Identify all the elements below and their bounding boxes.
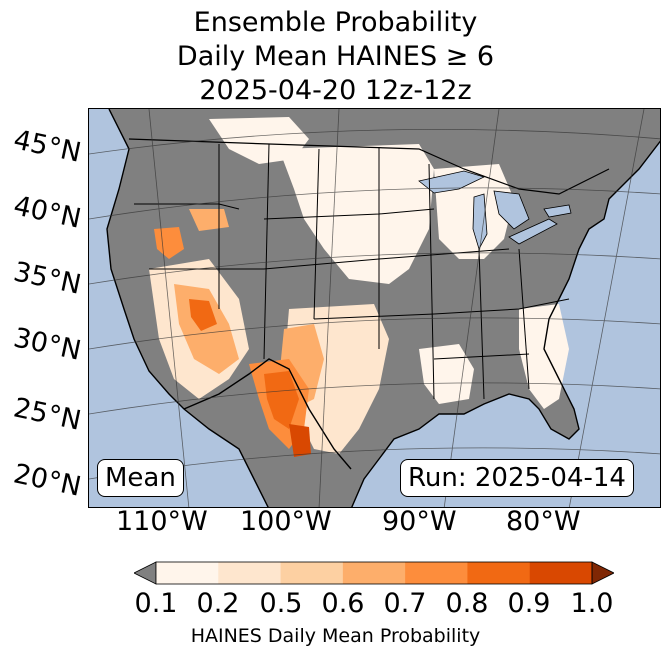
title-line-1: Ensemble Probability <box>193 7 478 38</box>
lat-label-40: 40°N <box>10 190 84 235</box>
gulf-coast <box>351 140 660 507</box>
lake-ontario <box>543 204 572 218</box>
colorbar-bin <box>467 562 531 584</box>
lon-label-80: 80°W <box>506 506 581 537</box>
state-boundaries <box>134 143 570 400</box>
lat-label-35: 35°N <box>10 256 84 301</box>
lat-label-20: 20°N <box>10 458 84 503</box>
lon-label-90: 90°W <box>382 506 457 537</box>
lat-label-25: 25°N <box>10 392 84 437</box>
colorbar-bin <box>218 562 282 584</box>
run-date-label: Run: 2025-04-14 <box>400 459 634 497</box>
title-line-3: 2025-04-20 12z-12z <box>199 75 472 106</box>
map-canvas <box>89 109 660 507</box>
lat-label-30: 30°N <box>10 322 84 367</box>
colorbar-bin <box>156 562 219 584</box>
colorbar-bins <box>156 562 593 584</box>
prob-region-north <box>209 117 309 164</box>
prob-region-chihuahua <box>264 371 299 429</box>
colorbar-label: HAINES Daily Mean Probability <box>190 625 481 647</box>
colorbar-tick: 0.5 <box>259 588 303 619</box>
colorbar-tick: 0.8 <box>445 588 489 619</box>
colorbar-bin <box>405 562 468 584</box>
probability-map <box>88 108 661 508</box>
lake-erie <box>508 218 558 245</box>
colorbar-bin <box>342 562 406 584</box>
colorbar-under-arrow <box>134 561 157 585</box>
colorbar-over-arrow <box>591 561 614 585</box>
prob-region-coahuila <box>289 424 311 457</box>
colorbar-bin <box>280 562 344 584</box>
lake-michigan <box>472 193 488 251</box>
lon-label-110: 110°W <box>116 506 208 537</box>
mean-label: Mean <box>97 459 184 497</box>
colorbar-tick: 0.1 <box>134 588 178 619</box>
colorbar-bin <box>529 562 593 584</box>
prob-region-sonora <box>189 299 217 331</box>
colorbar-tick: 0.9 <box>507 588 551 619</box>
lake-superior <box>418 170 486 194</box>
lake-huron <box>493 190 530 230</box>
lat-label-45: 45°N <box>10 124 84 169</box>
us-mexico-border <box>183 358 352 470</box>
colorbar-tick: 0.7 <box>383 588 427 619</box>
prob-region-east <box>519 304 569 409</box>
colorbar <box>134 561 614 585</box>
title-line-2: Daily Mean HAINES ≥ 6 <box>176 41 495 72</box>
lon-label-100: 100°W <box>240 506 332 537</box>
colorbar-tick: 0.2 <box>196 588 240 619</box>
coastline <box>106 109 269 507</box>
colorbar-tick: 1.0 <box>570 588 614 619</box>
colorbar-tick: 0.6 <box>321 588 365 619</box>
